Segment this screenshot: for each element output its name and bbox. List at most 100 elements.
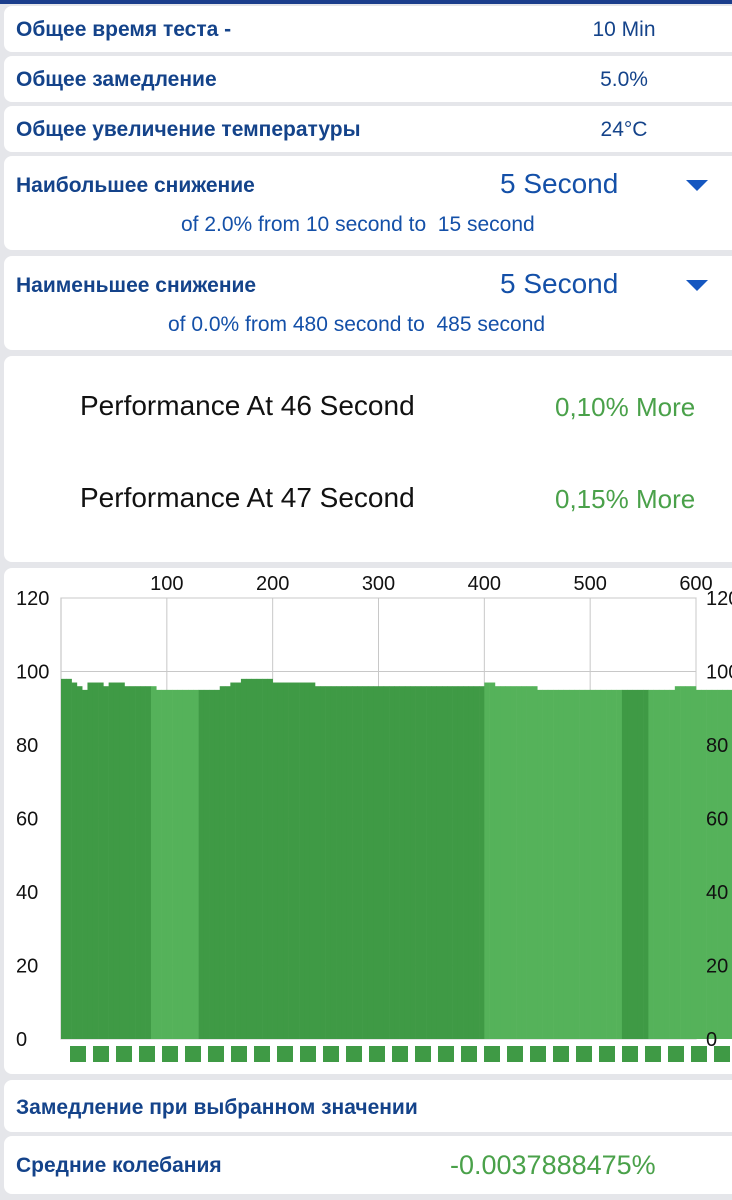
legend-block: [139, 1046, 155, 1062]
chart-bar: [442, 686, 448, 1039]
legend-block: [691, 1046, 707, 1062]
chart-bar: [706, 689, 713, 1039]
chart-bar: [696, 689, 702, 1039]
legend-block: [645, 1046, 661, 1062]
legend-block: [369, 1046, 385, 1062]
chart-bar: [500, 686, 506, 1039]
chart-bar: [653, 689, 660, 1039]
largest-drop-chevron-down-icon[interactable]: [686, 180, 708, 191]
average-fluctuation-value: -0.0037888475%: [450, 1150, 656, 1180]
x-tick-label: 100: [150, 573, 183, 595]
largest-drop-interval-select[interactable]: 5 Second: [500, 168, 619, 199]
chart-bar: [494, 686, 501, 1039]
chart-card: 1002003004005006001201008060402001201008…: [4, 568, 732, 1074]
y-tick-label-left: 40: [16, 882, 38, 904]
x-tick-label: 600: [679, 573, 712, 595]
chart-bar: [235, 682, 242, 1039]
legend-block: [277, 1046, 293, 1062]
chart-bar: [172, 689, 178, 1039]
legend-block: [553, 1046, 569, 1062]
chart-bar: [219, 686, 226, 1039]
chart-bar: [717, 689, 723, 1039]
chart-bar: [362, 686, 369, 1039]
chart-bar: [558, 689, 565, 1039]
chart-bar: [648, 689, 654, 1039]
chart-bar: [383, 686, 390, 1039]
chart-bar: [378, 686, 385, 1039]
chart-bar: [304, 682, 311, 1039]
chart-bar: [267, 678, 273, 1039]
chart-bar: [484, 682, 490, 1039]
temperature-increase-label: Общее увеличение температуры: [16, 118, 361, 141]
chart-bar: [352, 686, 358, 1039]
chart-bar: [574, 689, 580, 1039]
chart-bar: [156, 689, 162, 1039]
chart-bar: [150, 686, 157, 1039]
total-slowdown-row: Общее замедление 5.0%: [4, 56, 732, 102]
y-tick-label-left: 20: [16, 956, 38, 978]
chart-bar: [627, 689, 633, 1039]
x-tick-label: 200: [256, 573, 289, 595]
chart-bar: [61, 678, 67, 1039]
smallest-drop-chevron-down-icon[interactable]: [686, 280, 708, 291]
selected-slowdown-row[interactable]: Замедление при выбранном значении: [4, 1080, 732, 1132]
y-tick-label-right: 20: [706, 956, 728, 978]
chart-bar: [193, 689, 199, 1039]
average-fluctuation-label: Средние колебания: [16, 1154, 222, 1177]
chart-bar: [516, 686, 522, 1039]
total-time-row: Общее время теста - 10 Min: [4, 6, 732, 52]
chart-bar: [113, 682, 120, 1039]
performance-bar-chart[interactable]: 1002003004005006001201008060402001201008…: [4, 568, 732, 1074]
chart-bar: [727, 689, 732, 1039]
smallest-drop-interval-select[interactable]: 5 Second: [500, 268, 619, 299]
chart-bar: [299, 682, 305, 1039]
chart-bar: [140, 686, 146, 1039]
chart-bar: [553, 689, 559, 1039]
chart-bar: [309, 682, 316, 1039]
chart-bar: [584, 689, 591, 1039]
chart-bar: [108, 682, 115, 1039]
legend-block: [208, 1046, 224, 1062]
chart-bar: [463, 686, 469, 1039]
chart-bar: [198, 689, 205, 1039]
chart-bar: [526, 686, 533, 1039]
chart-bar: [341, 686, 348, 1039]
chart-bar: [431, 686, 438, 1039]
chart-bar: [246, 678, 252, 1039]
temperature-increase-value: 24°C: [600, 118, 648, 141]
legend-block: [438, 1046, 454, 1062]
chart-bar: [277, 682, 284, 1039]
y-tick-label-right: 120: [706, 588, 732, 610]
chart-bar: [722, 689, 729, 1039]
chart-bar: [664, 689, 670, 1039]
legend-block: [415, 1046, 431, 1062]
legend-block: [668, 1046, 684, 1062]
chart-bar: [214, 689, 221, 1039]
y-tick-label-right: 0: [706, 1029, 717, 1051]
legend-block: [185, 1046, 201, 1062]
chart-bar: [166, 689, 173, 1039]
chart-bar: [473, 686, 480, 1039]
chart-bar: [606, 689, 612, 1039]
chart-bar: [420, 686, 427, 1039]
performance-47-value: 0,15% More: [555, 484, 696, 514]
x-tick-label: 400: [468, 573, 501, 595]
chart-bar: [272, 682, 279, 1039]
top-accent-bar: [0, 0, 732, 4]
chart-bar: [632, 689, 639, 1039]
chart-bar: [357, 686, 363, 1039]
chart-bar: [537, 689, 543, 1039]
chart-bar: [674, 686, 681, 1039]
chart-bar: [119, 682, 125, 1039]
largest-drop-detail: of 2.0% from 10 second to 15 second: [181, 213, 535, 236]
legend-block: [461, 1046, 477, 1062]
chart-bar: [66, 678, 72, 1039]
chart-bar: [426, 686, 432, 1039]
chart-bar: [399, 686, 406, 1039]
chart-bar: [658, 689, 665, 1039]
chart-bar: [611, 689, 617, 1039]
total-time-value: 10 Min: [592, 18, 656, 41]
chart-bar: [701, 689, 707, 1039]
chart-bar: [621, 689, 628, 1039]
legend-block: [162, 1046, 178, 1062]
